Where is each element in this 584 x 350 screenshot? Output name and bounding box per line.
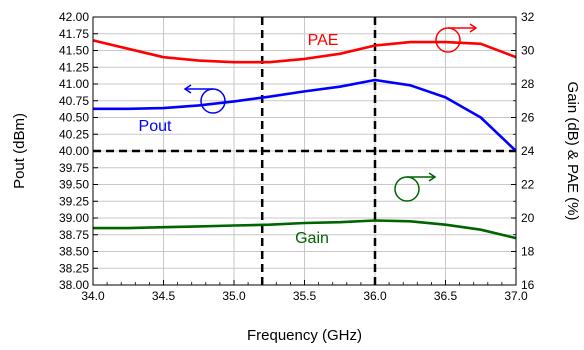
x-axis-title: Frequency (GHz) — [247, 327, 362, 344]
x-tick-label: 36.0 — [363, 289, 387, 303]
series-labels: Pout PAE Gain — [139, 32, 339, 247]
y-right-tick-label: 28 — [521, 77, 535, 91]
x-tick-label: 35.0 — [222, 289, 246, 303]
series-label-gain: Gain — [295, 230, 329, 247]
y-left-tick-label: 41.00 — [59, 77, 89, 91]
x-tick-label: 35.5 — [293, 289, 317, 303]
y-right-tick-label: 26 — [521, 111, 535, 125]
y-right-tick-label: 24 — [521, 144, 535, 158]
pout-axis-indicator-arrow-head — [183, 84, 192, 94]
series-line-pae — [92, 39, 517, 64]
y-left-tick-label: 39.25 — [59, 194, 89, 208]
y-left-tick-label: 41.75 — [59, 27, 89, 41]
y-right-tick-label: 30 — [521, 44, 535, 58]
y-left-tick-label: 38.00 — [59, 278, 89, 292]
y-right-tick-label: 18 — [521, 245, 535, 259]
y-right-tick-label: 32 — [521, 10, 535, 24]
y-left-tick-label: 39.00 — [59, 211, 89, 225]
y-left-tick-label: 40.50 — [59, 111, 89, 125]
y-right-tick-label: 16 — [521, 278, 535, 292]
y-left-tick-label: 40.25 — [59, 127, 89, 141]
x-tick-label: 37.0 — [504, 289, 528, 303]
x-tick-label: 34.5 — [152, 289, 176, 303]
gain-axis-indicator-arrow-head — [428, 172, 437, 182]
y-right-tick-label: 20 — [521, 211, 535, 225]
y-left-tick-label: 38.75 — [59, 228, 89, 242]
y-left-tick-label: 40.75 — [59, 94, 89, 108]
ticks: 34.0 34.5 35.0 35.5 36.0 36.5 37.0 38.00 38.25 38… — [59, 10, 535, 303]
y-left-tick-label: 38.50 — [59, 245, 89, 259]
grid — [93, 17, 516, 285]
series-lines — [92, 39, 517, 240]
y-left-tick-label: 39.75 — [59, 161, 89, 175]
series-label-pout: Pout — [139, 118, 172, 135]
y-left-tick-label: 41.50 — [59, 44, 89, 58]
y-left-tick-label: 42.00 — [59, 10, 89, 24]
y-left-tick-label: 40.00 — [59, 144, 89, 158]
series-line-gain — [93, 219, 517, 240]
y-left-tick-label: 41.25 — [59, 60, 89, 74]
pae-axis-indicator-arrow-head — [469, 23, 478, 33]
series-line-pout — [93, 78, 517, 152]
series-label-pae: PAE — [308, 32, 339, 49]
annotation-markers — [183, 23, 478, 202]
y-left-tick-label: 39.50 — [59, 178, 89, 192]
y-left-tick-label: 38.25 — [59, 261, 89, 275]
x-tick-label: 36.5 — [434, 289, 458, 303]
y-right-tick-label: 22 — [521, 178, 535, 192]
x-tick-label: 34.0 — [81, 289, 105, 303]
y-axis-right-title: Gain (dB) & PAE (%) — [564, 82, 581, 221]
y-axis-left-title: Pout (dBm) — [11, 113, 28, 189]
